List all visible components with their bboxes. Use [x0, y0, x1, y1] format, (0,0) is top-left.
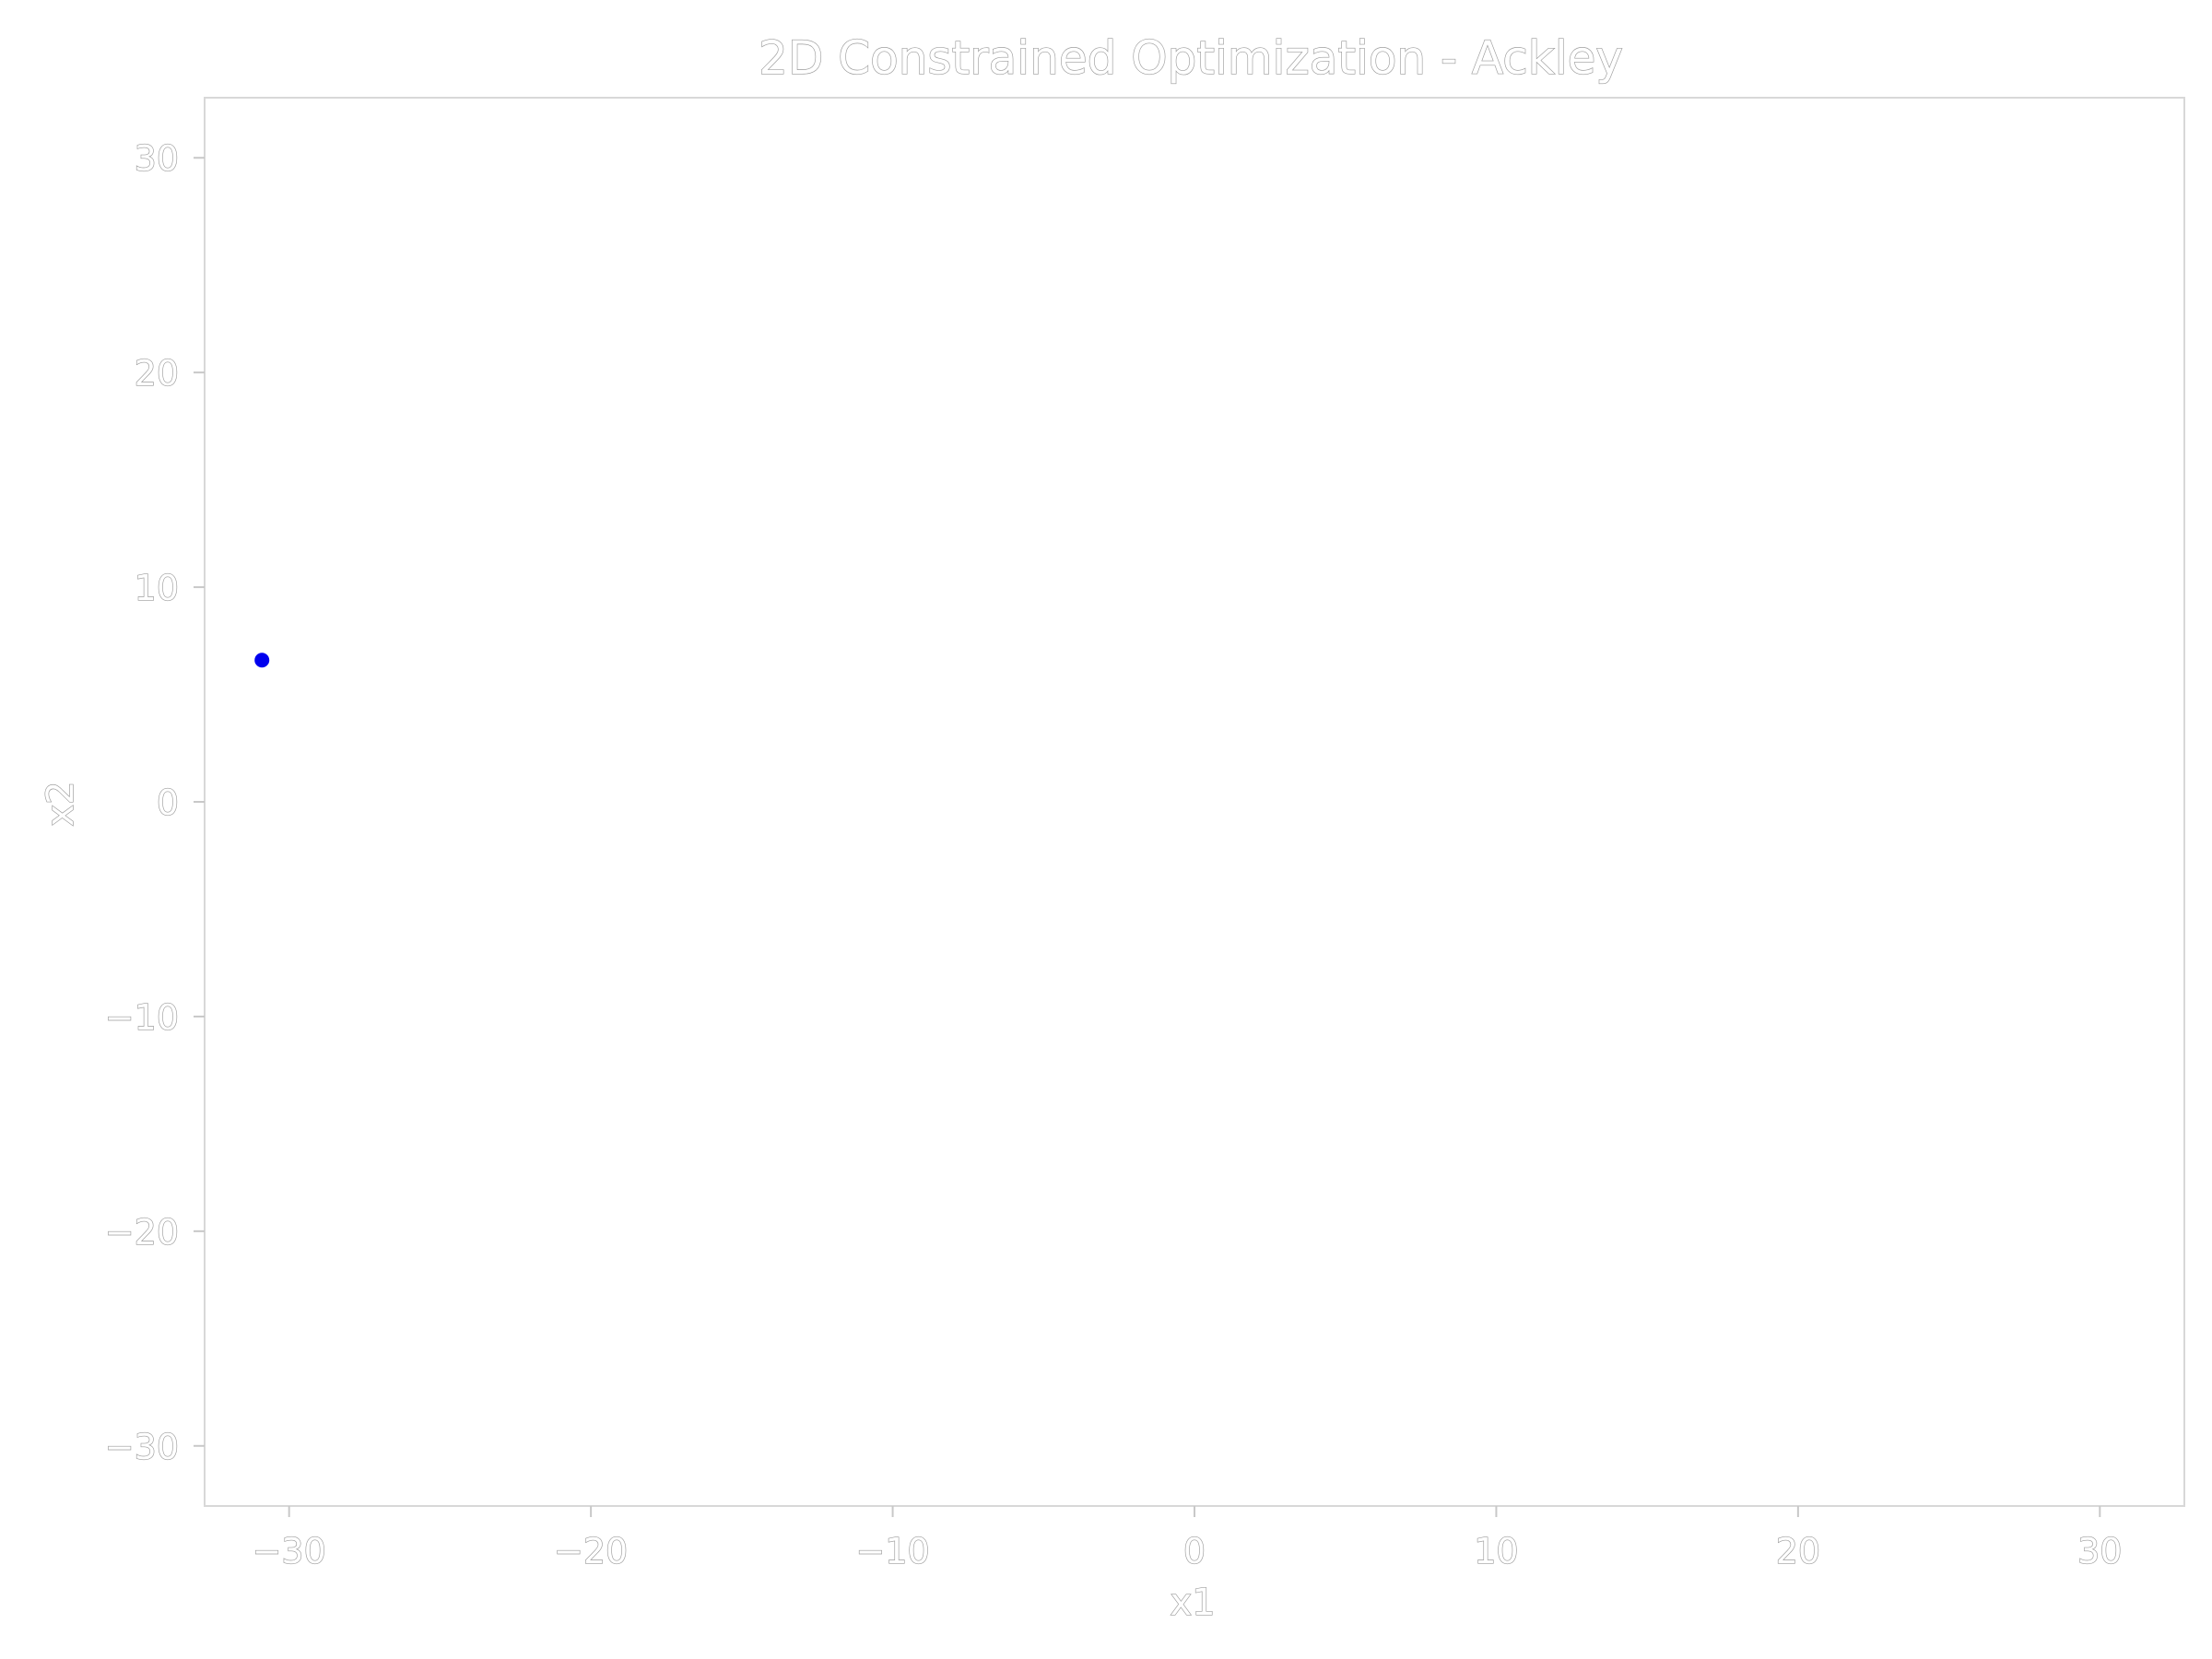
chart-title: 2D Constrained Optimization - Ackley — [759, 31, 1623, 85]
y-tick-label: 20 — [135, 353, 179, 394]
y-tick-label: 30 — [135, 138, 179, 179]
y-axis-ticks: −30 −20 −10 0 10 20 30 — [104, 138, 205, 1467]
y-tick-label: −30 — [105, 1427, 179, 1467]
scatter-point — [254, 653, 270, 668]
y-tick-label: −10 — [105, 997, 179, 1038]
x-tick-label: −20 — [554, 1531, 628, 1571]
y-tick-label: 10 — [135, 568, 179, 608]
x-tick-label: 20 — [1776, 1531, 1820, 1571]
scatter-points — [254, 653, 270, 668]
x-tick-label: −30 — [253, 1531, 326, 1571]
x-tick-label: 10 — [1474, 1531, 1518, 1571]
x-tick-label: 0 — [1183, 1531, 1206, 1571]
x-axis-label: x1 — [1170, 1582, 1215, 1624]
y-tick-label: 0 — [157, 782, 179, 823]
y-axis-label: x2 — [40, 781, 82, 826]
x-tick-label: −10 — [855, 1531, 929, 1571]
x-axis-ticks: −30 −20 −10 0 10 20 30 — [252, 1506, 2123, 1572]
x-tick-label: 30 — [2077, 1531, 2122, 1571]
y-tick-label: −20 — [105, 1212, 179, 1253]
